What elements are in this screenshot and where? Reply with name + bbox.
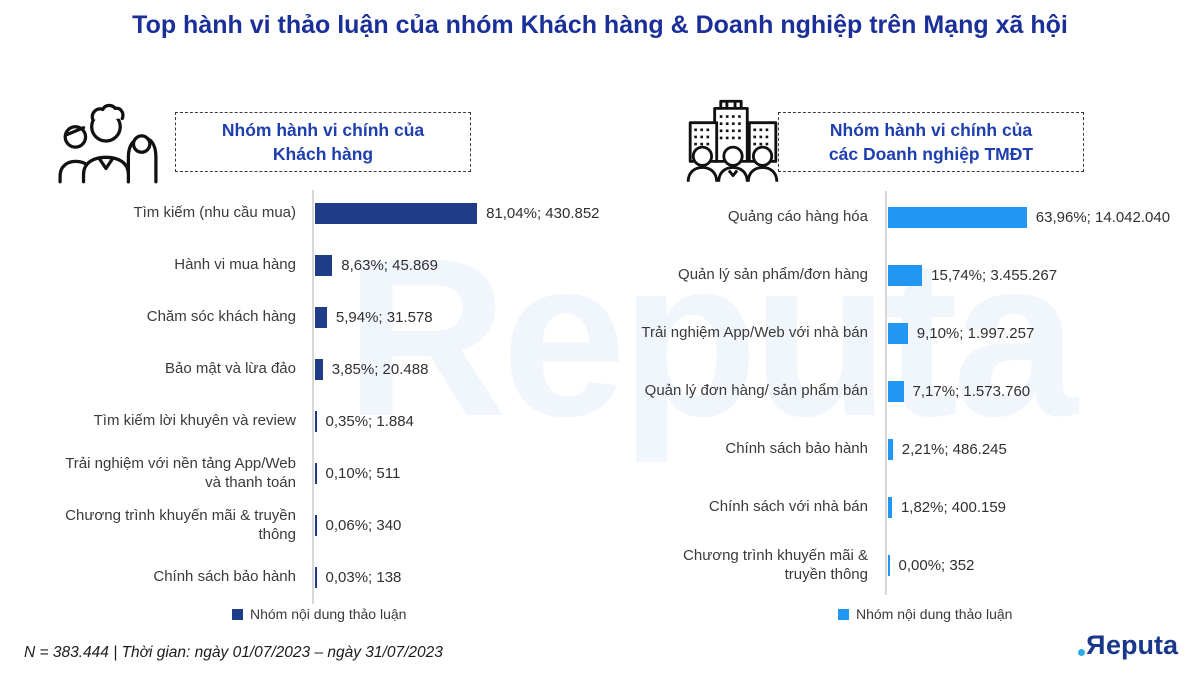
business-chart: Quảng cáo hàng hóa 63,96%; 14.042.040 Qu… (640, 188, 1200, 595)
value-label: 5,94%; 31.578 (335, 308, 433, 326)
value-label: 0,10%; 511 (325, 464, 401, 482)
chart-row: Chương trình khuyến mãi & truyền thông 0… (640, 536, 1200, 594)
bar (315, 358, 323, 380)
bar (315, 514, 317, 536)
bar (315, 462, 317, 484)
value-label: 2,21%; 486.245 (901, 440, 1007, 458)
category-label: Bảo mật và lừa đảo (165, 360, 296, 378)
customer-legend: Nhóm nội dung thảo luận (232, 606, 406, 622)
value-label: 0,35%; 1.884 (325, 412, 414, 430)
legend-label: Nhóm nội dung thảo luận (856, 606, 1013, 622)
chart-row: Tìm kiếm lời khuyên và review 0,35%; 1.8… (58, 395, 633, 447)
legend-swatch (838, 608, 849, 620)
value-label: 3,85%; 20.488 (331, 360, 429, 378)
value-label: 0,00%; 352 (898, 556, 975, 574)
chart-row: Chương trình khuyến mãi & truyền thông 0… (58, 499, 633, 551)
chart-row: Bảo mật và lừa đảo 3,85%; 20.488 (58, 343, 633, 395)
legend-label: Nhóm nội dung thảo luận (250, 606, 407, 622)
chart-row: Trải nghiệm App/Web với nhà bán 9,10%; 1… (640, 304, 1200, 362)
value-label: 1,82%; 400.159 (900, 498, 1007, 516)
reputa-watermark: Reputa (345, 211, 1078, 463)
bar (888, 206, 1027, 228)
bar (888, 554, 890, 576)
legend-swatch (232, 608, 243, 620)
chart-row: Chăm sóc khách hàng 5,94%; 31.578 (58, 291, 633, 343)
category-label: Trải nghiệm với nền tảng App/Web và than… (65, 454, 296, 492)
customer-header-line1: Nhóm hành vi chính của (221, 119, 425, 140)
customer-chart: Tìm kiếm (nhu cầu mua) 81,04%; 430.852 H… (58, 187, 633, 604)
business-header-line1: Nhóm hành vi chính của (829, 119, 1033, 140)
value-label: 8,63%; 45.869 (341, 256, 438, 274)
chart-row: Chính sách bảo hành 0,03%; 138 (58, 551, 633, 603)
logo-text: eputa (1105, 630, 1178, 660)
business-header-box: Nhóm hành vi chính của các Doanh nghiệp … (778, 112, 1084, 172)
chart-row: Quảng cáo hàng hóa 63,96%; 14.042.040 (640, 188, 1200, 246)
bar (888, 438, 893, 460)
category-label: Chính sách với nhà bán (708, 498, 868, 516)
bar (888, 380, 904, 402)
category-label: Hành vi mua hàng (174, 256, 296, 274)
bar (888, 496, 892, 518)
chart-row: Chính sách bảo hành 2,21%; 486.245 (640, 420, 1200, 478)
bar (315, 202, 478, 224)
bar (888, 264, 923, 286)
category-label: Trải nghiệm App/Web với nhà bán (641, 324, 868, 342)
chart-row: Tìm kiếm (nhu cầu mua) 81,04%; 430.852 (58, 187, 633, 239)
chart-row: Quản lý đơn hàng/ sản phẩm bán 7,17%; 1.… (640, 362, 1200, 420)
category-label: Chính sách bảo hành (153, 568, 296, 586)
bar (315, 254, 333, 276)
category-label: Chương trình khuyến mãi & truyền thông (683, 546, 868, 584)
value-label: 0,03%; 138 (325, 568, 402, 586)
category-label: Chính sách bảo hành (725, 440, 868, 458)
category-label: Tìm kiếm (nhu cầu mua) (133, 204, 296, 222)
value-label: 81,04%; 430.852 (486, 204, 600, 222)
chart-row: Chính sách với nhà bán 1,82%; 400.159 (640, 478, 1200, 536)
business-header-line2: các Doanh nghiệp TMĐT (828, 144, 1034, 164)
logo-mirrored-r: R (1086, 630, 1106, 660)
customer-axis-line (312, 190, 314, 604)
chart-row: Trải nghiệm với nền tảng App/Web và than… (58, 447, 633, 499)
business-legend: Nhóm nội dung thảo luận (838, 606, 1012, 622)
page-title: Top hành vi thảo luận của nhóm Khách hàn… (132, 11, 1068, 39)
bar (315, 306, 327, 328)
value-label: 15,74%; 3.455.267 (931, 266, 1058, 284)
people-group-icon (58, 103, 158, 184)
category-label: Chương trình khuyến mãi & truyền thông (65, 506, 296, 544)
sample-size-and-period-note: N = 383.444 | Thời gian: ngày 01/07/2023… (24, 644, 443, 661)
value-label: 0,06%; 340 (325, 516, 402, 534)
value-label: 7,17%; 1.573.760 (912, 382, 1031, 400)
buildings-people-icon (686, 99, 779, 182)
customer-header-box: Nhóm hành vi chính của Khách hàng (175, 112, 471, 172)
logo-dot-icon (1078, 649, 1086, 656)
value-label: 9,10%; 1.997.257 (916, 324, 1035, 342)
chart-row: Quản lý sản phẩm/đơn hàng 15,74%; 3.455.… (640, 246, 1200, 304)
value-label: 63,96%; 14.042.040 (1035, 208, 1171, 226)
customer-header-line2: Khách hàng (272, 144, 374, 164)
category-label: Chăm sóc khách hàng (146, 308, 296, 326)
bar (315, 410, 317, 432)
category-label: Quản lý sản phẩm/đơn hàng (678, 266, 868, 284)
chart-row: Hành vi mua hàng 8,63%; 45.869 (58, 239, 633, 291)
business-axis-line (885, 191, 887, 595)
bar (315, 566, 317, 588)
bar (888, 322, 908, 344)
category-label: Tìm kiếm lời khuyên và review (93, 412, 296, 430)
category-label: Quảng cáo hàng hóa (727, 208, 868, 226)
category-label: Quản lý đơn hàng/ sản phẩm bán (644, 382, 868, 400)
